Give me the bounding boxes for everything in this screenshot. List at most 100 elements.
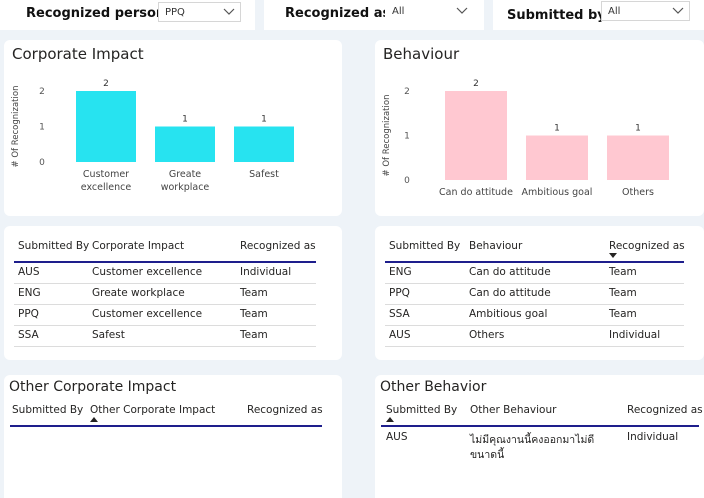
bar[interactable] (234, 126, 294, 163)
cell-recognized-as: Individual (627, 431, 679, 443)
header-recognized-as[interactable]: Recognized as (247, 404, 323, 416)
x-tick-label: excellence (81, 182, 132, 193)
x-tick-label: Can do attitude (439, 187, 513, 198)
cell-recognized-as: Team (609, 266, 637, 278)
cell-submitted-by: AUS (386, 431, 408, 443)
cell-corporate-impact: Greate workplace (92, 287, 185, 299)
recognized-as-value: All (392, 6, 405, 17)
header-submitted-by[interactable]: Submitted By (12, 404, 84, 416)
corporate-impact-chart-title: Corporate Impact (12, 45, 144, 63)
x-tick-label: Safest (249, 169, 279, 180)
chevron-down-icon (456, 7, 468, 14)
header-submitted-by[interactable]: Submitted By (18, 240, 90, 252)
cell-submitted-by: AUS (389, 329, 411, 341)
header-recognized-as[interactable]: Recognized as (627, 404, 703, 416)
row-divider (14, 325, 316, 326)
cell-recognized-as: Individual (240, 266, 292, 278)
data-label: 1 (554, 124, 560, 134)
x-tick-label: Customer (83, 169, 129, 180)
header-corporate-impact[interactable]: Corporate Impact (92, 240, 185, 252)
header-behaviour[interactable]: Behaviour (469, 240, 523, 252)
header-other-behaviour[interactable]: Other Behaviour (470, 404, 557, 416)
cell-submitted-by: SSA (389, 308, 410, 320)
cell-recognized-as: Team (240, 329, 268, 341)
header-recognized-as[interactable]: Recognized as (240, 240, 316, 252)
y-tick-label: 2 (404, 87, 410, 97)
x-tick-label: Greate (169, 169, 201, 180)
cell-recognized-as: Team (240, 308, 268, 320)
bar[interactable] (76, 91, 136, 162)
row-divider (385, 346, 684, 347)
cell-corporate-impact: Customer excellence (92, 266, 203, 278)
other-corporate-impact-title: Other Corporate Impact (9, 379, 177, 395)
header-recognized-as[interactable]: Recognized as (609, 240, 685, 252)
cell-submitted-by: SSA (18, 329, 39, 341)
row-divider (14, 346, 316, 347)
cell-recognized-as: Team (609, 287, 637, 299)
table-header-divider (14, 261, 316, 263)
sort-descending-icon[interactable] (609, 253, 617, 258)
cell-other-behaviour-line2: ขนาดนี้ (470, 449, 505, 461)
submitted-by-label: Submitted by (507, 8, 606, 23)
y-axis-label: # Of Recognization (11, 86, 21, 168)
x-tick-label: Others (622, 187, 654, 198)
data-label: 1 (182, 115, 188, 125)
recognized-as-dropdown[interactable]: All (385, 1, 474, 21)
table-header-divider (10, 425, 322, 427)
sort-ascending-icon[interactable] (90, 417, 98, 422)
row-divider (385, 325, 684, 326)
recognized-person-value: PPQ (165, 7, 185, 18)
bar[interactable] (155, 126, 215, 163)
cell-behaviour: Ambitious goal (469, 308, 548, 320)
cell-behaviour: Can do attitude (469, 266, 551, 278)
behaviour-table-card: Submitted By Behaviour Recognized as ENG… (375, 226, 704, 360)
bar[interactable] (607, 135, 669, 181)
cell-behaviour: Can do attitude (469, 287, 551, 299)
cell-other-behaviour-line1: ไม่มีคุณงานนี้คงออกมาไม่ดี (470, 434, 595, 446)
data-label: 1 (261, 115, 267, 125)
header-submitted-by[interactable]: Submitted By (386, 404, 458, 416)
y-axis-label: # Of Recognization (382, 95, 392, 177)
other-behavior-title: Other Behavior (380, 379, 487, 395)
header-other-corporate-impact[interactable]: Other Corporate Impact (90, 404, 216, 416)
submitted-by-value: All (608, 6, 621, 17)
data-label: 1 (635, 124, 641, 134)
cell-recognized-as: Individual (609, 329, 661, 341)
other-behavior-card: Other Behavior Submitted By Other Behavi… (375, 375, 704, 498)
data-label: 2 (103, 79, 109, 89)
chevron-down-icon (672, 7, 684, 14)
row-divider (385, 304, 684, 305)
y-tick-label: 1 (404, 132, 410, 142)
corporate-impact-table-card: Submitted By Corporate Impact Recognized… (4, 226, 342, 360)
cell-submitted-by: AUS (18, 266, 40, 278)
submitted-by-dropdown[interactable]: All (601, 1, 690, 21)
recognized-as-label: Recognized as (285, 6, 391, 21)
y-tick-label: 0 (39, 158, 45, 168)
data-label: 2 (473, 79, 479, 89)
y-tick-label: 1 (39, 123, 45, 133)
sort-ascending-icon[interactable] (386, 417, 394, 422)
behaviour-chart-card: Behaviour 0 1 2 # Of Recognization 2 Can do a… (375, 40, 704, 216)
cell-submitted-by: PPQ (389, 287, 410, 299)
recognized-person-label: Recognized person (26, 6, 166, 21)
recognized-person-dropdown[interactable]: PPQ (158, 2, 241, 22)
x-tick-label: Ambitious goal (522, 187, 593, 198)
row-divider (14, 283, 316, 284)
bar[interactable] (526, 135, 588, 181)
table-header-divider (381, 425, 699, 427)
y-tick-label: 2 (39, 87, 45, 97)
behaviour-bar-chart: 0 1 2 # Of Recognization 2 Can do attitude 1 Am… (382, 79, 669, 198)
behaviour-chart-title: Behaviour (383, 45, 460, 63)
bar[interactable] (445, 91, 507, 180)
x-tick-label: workplace (161, 182, 210, 193)
row-divider (14, 304, 316, 305)
cell-corporate-impact: Safest (92, 329, 125, 341)
cell-recognized-as: Team (609, 308, 637, 320)
cell-recognized-as: Team (240, 287, 268, 299)
row-divider (385, 283, 684, 284)
cell-submitted-by: ENG (389, 266, 412, 278)
table-header-divider (385, 261, 684, 263)
corporate-impact-chart-card: Corporate Impact 0 1 2 # Of Recognization 2 C… (4, 40, 342, 216)
corporate-impact-bar-chart: 0 1 2 # Of Recognization 2 Customer excellence… (11, 79, 294, 193)
header-submitted-by[interactable]: Submitted By (389, 240, 461, 252)
